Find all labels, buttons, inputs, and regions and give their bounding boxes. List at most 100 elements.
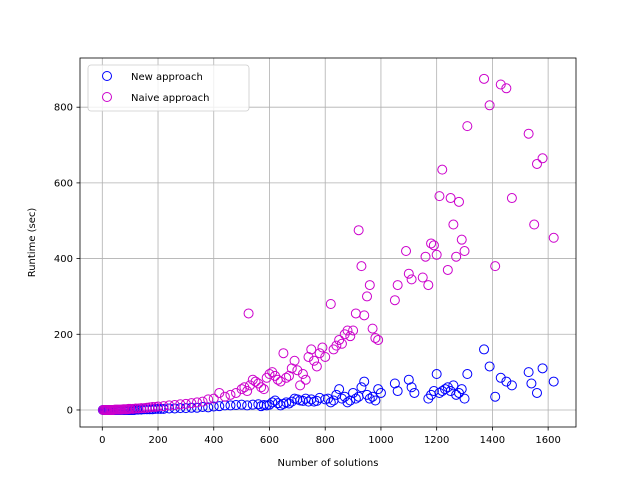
data-point (303, 351, 314, 362)
data-point (490, 261, 501, 272)
data-point (236, 384, 247, 395)
data-point (250, 376, 261, 387)
data-point (283, 370, 294, 381)
data-point (359, 310, 370, 321)
y-tick-label: 0 (67, 405, 73, 416)
data-point (367, 323, 378, 334)
data-point (537, 363, 548, 374)
data-point (462, 121, 473, 132)
data-point (423, 280, 434, 291)
data-point (158, 401, 169, 412)
x-tick-label: 0 (99, 435, 105, 446)
data-point (531, 158, 542, 169)
data-point (278, 348, 289, 359)
data-point (275, 376, 286, 387)
data-point (242, 400, 253, 411)
data-point (295, 380, 306, 391)
data-point (364, 393, 375, 404)
data-point (164, 403, 175, 414)
x-tick-label: 1000 (368, 435, 393, 446)
data-point (334, 384, 345, 395)
data-point (231, 387, 242, 398)
data-point (531, 387, 542, 398)
data-point (272, 398, 283, 409)
grid (80, 58, 576, 427)
data-point (342, 397, 353, 408)
legend-label-new-approach: New approach (131, 72, 203, 83)
data-point (495, 79, 506, 90)
data-point (286, 363, 297, 374)
data-point (336, 338, 347, 349)
data-point (231, 400, 242, 411)
data-point (548, 232, 559, 243)
data-point (180, 403, 191, 414)
y-tick-label: 200 (54, 330, 73, 341)
data-point (501, 83, 512, 94)
data-point (364, 280, 375, 291)
data-point (462, 369, 473, 380)
legend-marker-new-approach (102, 71, 112, 81)
series-1 (98, 73, 559, 415)
data-point (303, 396, 314, 407)
data-point (437, 164, 448, 175)
data-point (214, 401, 225, 412)
data-point (428, 240, 439, 251)
data-point (456, 384, 467, 395)
data-point (169, 400, 180, 411)
data-point (459, 393, 470, 404)
data-point (345, 395, 356, 406)
data-point (389, 295, 400, 306)
data-point (490, 391, 501, 402)
data-point (529, 219, 540, 230)
data-point (219, 391, 230, 402)
y-tick-label: 600 (54, 178, 73, 189)
x-tick-label: 600 (260, 435, 279, 446)
data-point (495, 372, 506, 383)
data-point (392, 386, 403, 397)
data-point (348, 325, 359, 336)
data-point (434, 191, 445, 202)
data-point (147, 401, 158, 412)
x-tick-label: 1200 (424, 435, 449, 446)
data-point (440, 384, 451, 395)
data-point (370, 395, 381, 406)
data-point (459, 246, 470, 257)
data-point (264, 369, 275, 380)
data-point (479, 73, 490, 84)
data-point (389, 378, 400, 389)
data-point (283, 398, 294, 409)
data-point (331, 340, 342, 351)
legend-marker-naive-approach (102, 92, 112, 102)
data-point (401, 246, 412, 257)
plot-frame (79, 57, 577, 428)
data-point (208, 401, 219, 412)
y-tick-label: 400 (54, 254, 73, 265)
data-point (225, 389, 236, 400)
data-point (342, 325, 353, 336)
data-point (186, 402, 197, 413)
y-tick-label: 800 (54, 103, 73, 114)
data-point (434, 387, 445, 398)
data-point (236, 399, 247, 410)
data-point (506, 380, 517, 391)
data-point (292, 365, 303, 376)
legend-label-naive-approach: Naive approach (131, 93, 209, 104)
data-point (359, 376, 370, 387)
data-point (362, 291, 373, 302)
axis-ticks: 0 200 400 600 800 1000 1200 1400 1600 0 200 400 600 8… (54, 103, 561, 446)
data-point (306, 344, 317, 355)
data-point (506, 193, 517, 204)
data-point (403, 374, 414, 385)
data-point (453, 196, 464, 207)
data-point (208, 393, 219, 404)
data-point (526, 378, 537, 389)
data-point (373, 334, 384, 345)
data-point (403, 268, 414, 279)
data-point (314, 392, 325, 403)
data-point (339, 391, 350, 402)
data-point (548, 376, 559, 387)
data-point (192, 397, 203, 408)
data-point (197, 396, 208, 407)
data-point (286, 396, 297, 407)
data-point (256, 382, 267, 393)
